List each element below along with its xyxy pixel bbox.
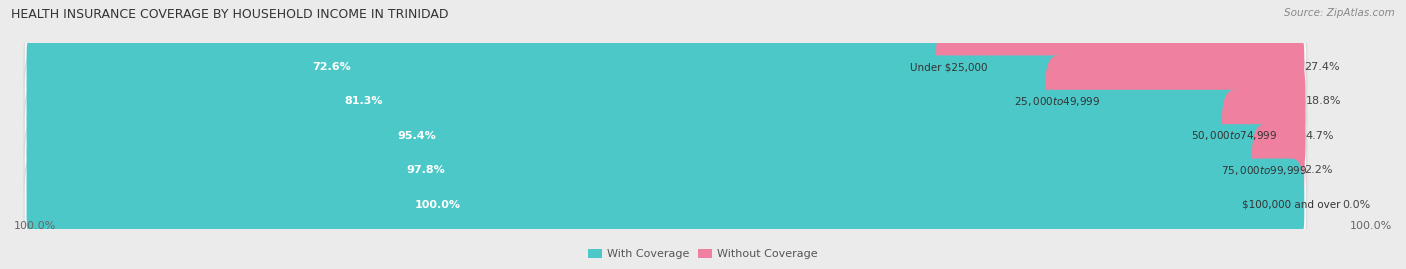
FancyBboxPatch shape [24,47,1306,156]
Text: 97.8%: 97.8% [406,165,446,175]
Text: 27.4%: 27.4% [1305,62,1340,72]
Text: Under $25,000: Under $25,000 [910,62,987,72]
FancyBboxPatch shape [27,124,1277,216]
FancyBboxPatch shape [24,150,1306,259]
Text: 0.0%: 0.0% [1341,200,1369,210]
FancyBboxPatch shape [1045,55,1306,147]
FancyBboxPatch shape [27,158,1305,251]
Text: 2.2%: 2.2% [1305,165,1333,175]
Text: 100.0%: 100.0% [415,200,461,210]
FancyBboxPatch shape [27,55,1070,147]
Text: 100.0%: 100.0% [14,221,56,231]
Text: 95.4%: 95.4% [398,131,436,141]
FancyBboxPatch shape [1251,124,1305,216]
FancyBboxPatch shape [24,116,1306,225]
Text: 81.3%: 81.3% [344,97,382,107]
Text: 72.6%: 72.6% [312,62,350,72]
Text: 4.7%: 4.7% [1306,131,1334,141]
Text: $75,000 to $99,999: $75,000 to $99,999 [1220,164,1308,177]
Text: HEALTH INSURANCE COVERAGE BY HOUSEHOLD INCOME IN TRINIDAD: HEALTH INSURANCE COVERAGE BY HOUSEHOLD I… [11,8,449,21]
FancyBboxPatch shape [1222,90,1306,182]
Text: 100.0%: 100.0% [1350,221,1392,231]
FancyBboxPatch shape [27,90,1247,182]
Text: $50,000 to $74,999: $50,000 to $74,999 [1191,129,1277,142]
FancyBboxPatch shape [936,21,1305,113]
Text: 18.8%: 18.8% [1306,97,1341,107]
FancyBboxPatch shape [24,13,1306,121]
FancyBboxPatch shape [27,21,962,113]
Text: Source: ZipAtlas.com: Source: ZipAtlas.com [1284,8,1395,18]
Text: $100,000 and over: $100,000 and over [1243,200,1341,210]
Text: $25,000 to $49,999: $25,000 to $49,999 [1014,95,1101,108]
Legend: With Coverage, Without Coverage: With Coverage, Without Coverage [583,245,823,264]
FancyBboxPatch shape [24,82,1306,190]
